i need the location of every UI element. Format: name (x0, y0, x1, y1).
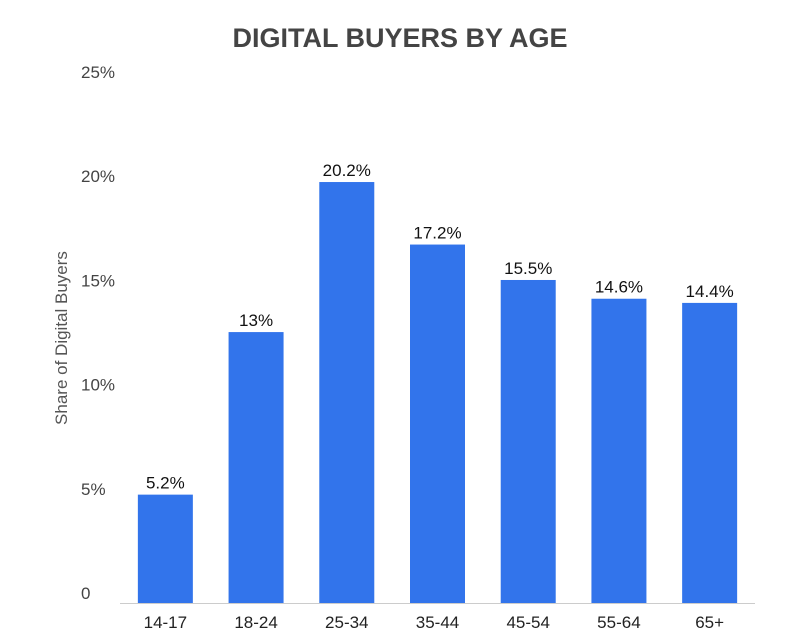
x-tick-label: 65+ (695, 613, 724, 632)
data-label: 13% (239, 311, 273, 330)
x-axis-ticks: 14-17 18-24 25-34 35-44 45-54 55-64 65+ (144, 613, 725, 632)
y-axis-label: Share of Digital Buyers (52, 251, 71, 425)
bar-55-64 (591, 298, 647, 603)
data-label: 14.6% (595, 278, 643, 297)
bar-65+ (682, 302, 738, 603)
x-tick-label: 35-44 (416, 613, 459, 632)
x-tick-label: 18-24 (234, 613, 277, 632)
bar-14-17 (137, 494, 193, 603)
x-tick-label: 25-34 (325, 613, 368, 632)
data-label: 15.5% (504, 259, 552, 278)
data-label: 17.2% (413, 224, 461, 243)
data-label: 5.2% (146, 474, 185, 493)
bar-25-34 (319, 182, 375, 604)
bar-18-24 (228, 332, 284, 603)
y-tick-label: 15% (81, 271, 115, 290)
y-tick-label: 0 (81, 584, 90, 603)
y-tick-label: 25% (81, 63, 115, 82)
data-label: 20.2% (323, 161, 371, 180)
bar-45-54 (500, 279, 556, 603)
data-labels: 5.2% 13% 20.2% 17.2% 15.5% 14.6% 14.4% (146, 161, 734, 493)
y-tick-label: 20% (81, 167, 115, 186)
bars (137, 182, 738, 604)
data-label: 14.4% (686, 282, 734, 301)
y-axis-ticks: 0 5% 10% 15% 20% 25% (81, 63, 115, 603)
y-tick-label: 5% (81, 480, 106, 499)
x-tick-label: 14-17 (144, 613, 187, 632)
y-tick-label: 10% (81, 376, 115, 395)
x-tick-label: 45-54 (506, 613, 549, 632)
chart-title: DIGITAL BUYERS BY AGE (232, 23, 567, 53)
bar-35-44 (410, 244, 465, 603)
x-tick-label: 55-64 (597, 613, 640, 632)
